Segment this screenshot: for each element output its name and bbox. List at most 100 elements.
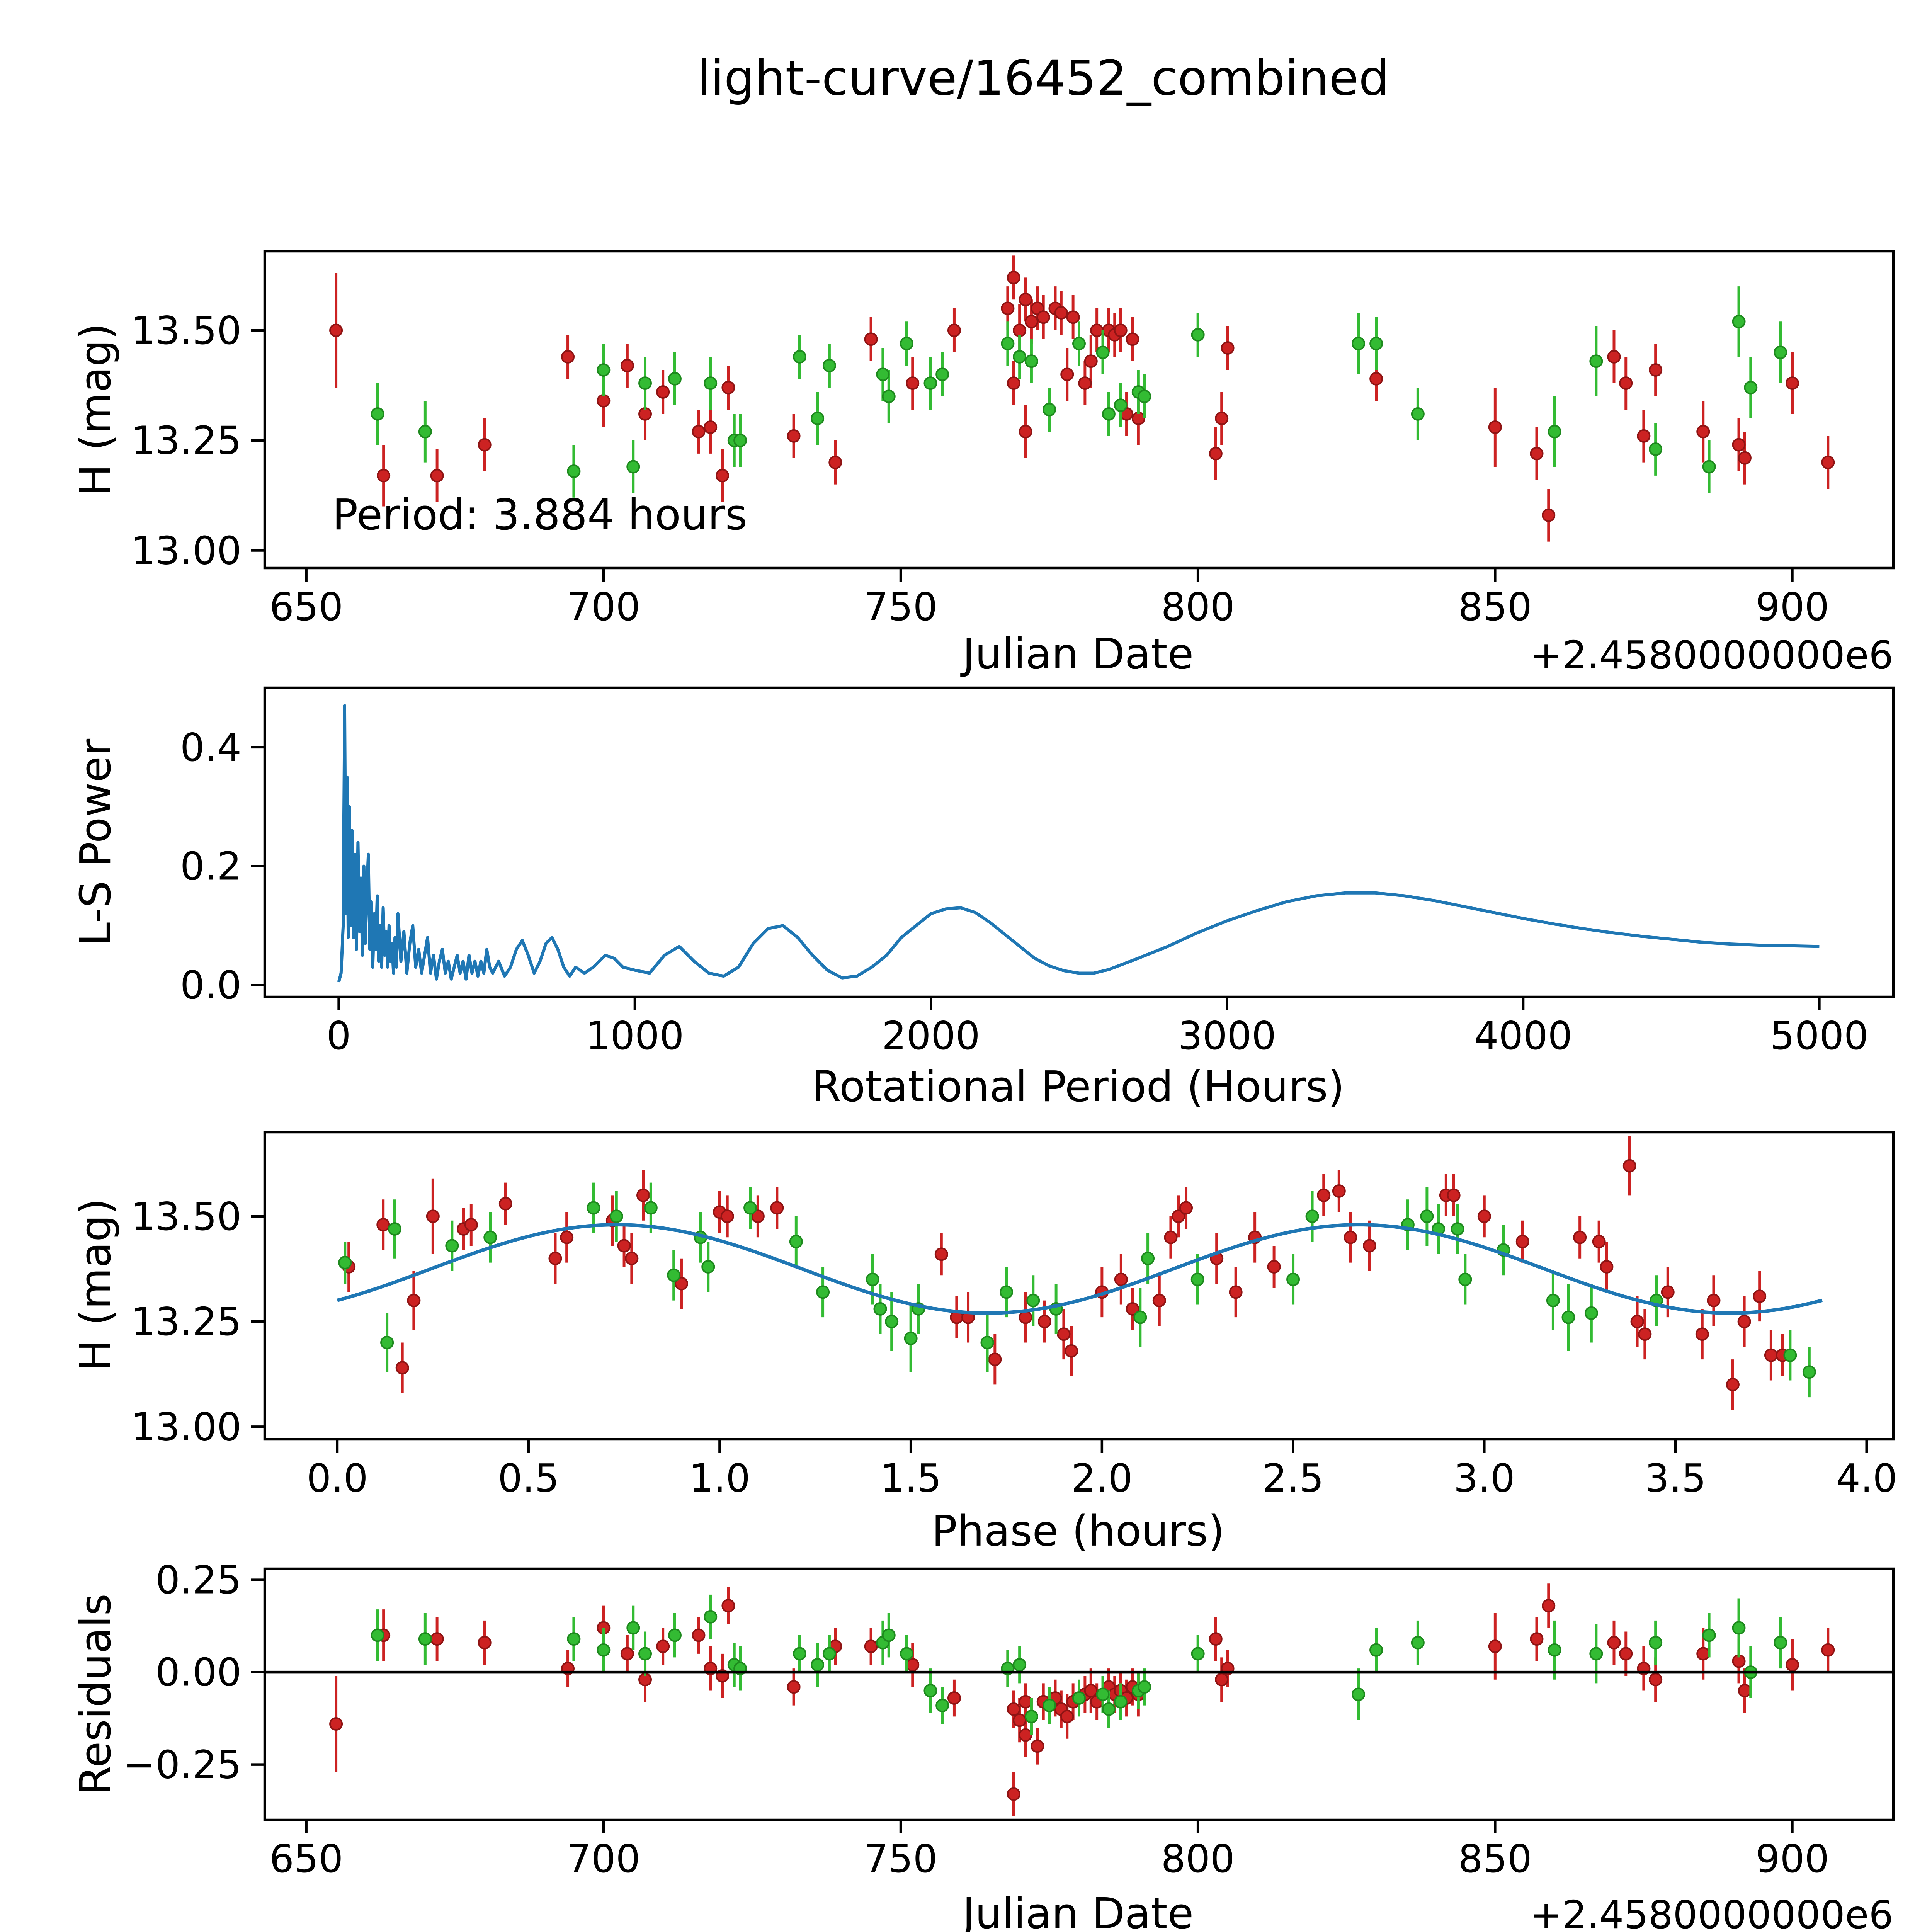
data-point <box>980 1336 994 1350</box>
data-point <box>1031 1739 1044 1753</box>
data-point <box>1072 337 1086 350</box>
x-tick-label: 750 <box>864 584 938 629</box>
data-point <box>1619 376 1633 390</box>
plot4-xlabel: Julian Date <box>960 1889 1194 1932</box>
data-point <box>1702 1628 1716 1642</box>
x-tick-label: 900 <box>1755 1836 1829 1881</box>
data-point <box>1362 1239 1376 1253</box>
data-point <box>1019 1695 1032 1709</box>
data-point <box>1695 1327 1709 1341</box>
data-point <box>1638 1327 1652 1341</box>
subplot-periodogram: 0 1000 2000 3000 4000 5000 0.0 0.2 0.4 <box>180 686 1895 1058</box>
data-point <box>1096 1687 1110 1701</box>
data-point <box>1057 1327 1071 1341</box>
data-point <box>418 425 432 439</box>
x-tick-label: 700 <box>566 1836 640 1881</box>
data-point <box>733 434 747 447</box>
data-point <box>1141 1252 1155 1265</box>
data-point <box>864 1639 878 1653</box>
data-point <box>1114 323 1128 337</box>
data-point <box>1164 1230 1178 1244</box>
data-point <box>1133 1310 1147 1324</box>
data-point <box>1221 341 1235 355</box>
data-point <box>1060 1709 1074 1723</box>
data-point <box>1126 332 1139 346</box>
data-point <box>1286 1272 1300 1286</box>
data-point <box>638 1647 652 1661</box>
data-point <box>1477 1209 1491 1223</box>
x-tick-label: 0 <box>327 1013 351 1058</box>
data-point <box>1592 1235 1606 1248</box>
data-point <box>1649 1673 1663 1687</box>
data-point <box>1546 1294 1560 1308</box>
x-tick-label: 650 <box>269 584 343 629</box>
y-tick-label: 0.2 <box>180 844 242 889</box>
data-point <box>923 376 937 390</box>
data-point <box>1066 310 1080 324</box>
data-point <box>811 1658 825 1672</box>
data-point <box>1007 1702 1020 1716</box>
data-point <box>1190 1272 1204 1286</box>
y-tick-label: −0.25 <box>123 1742 242 1787</box>
y-tick-label: 0.00 <box>155 1650 242 1695</box>
data-point <box>1019 1728 1032 1742</box>
data-point <box>1037 1315 1051 1328</box>
data-point <box>380 1336 394 1350</box>
series-green <box>371 286 1787 498</box>
y-tick-label: 0.4 <box>180 725 242 770</box>
data-point <box>1209 447 1223 461</box>
plot1-axis-offset: +2.4580000000e6 <box>1530 633 1893 678</box>
data-point <box>644 1201 658 1215</box>
data-point <box>1131 412 1145 425</box>
data-point <box>1072 1691 1086 1705</box>
y-tick-label: 13.50 <box>131 1194 242 1239</box>
data-point <box>1619 1647 1633 1661</box>
data-point <box>1573 1230 1587 1244</box>
subplots-container: 650 700 750 800 850 900 13.00 13.25 13.50 0 1000 20… <box>123 250 1897 1881</box>
data-point <box>1649 442 1663 456</box>
data-point <box>1542 1599 1556 1613</box>
data-point <box>1036 310 1050 324</box>
data-point <box>1451 1222 1464 1236</box>
x-tick-label: 650 <box>269 1836 343 1881</box>
data-point <box>625 1252 639 1265</box>
data-point <box>1607 350 1621 364</box>
data-point <box>1458 1272 1472 1286</box>
data-point <box>1013 350 1027 364</box>
period-annotation: Period: 3.884 hours <box>332 490 747 539</box>
data-point <box>498 1197 512 1211</box>
x-tick-label: 3.0 <box>1454 1456 1515 1501</box>
data-point <box>567 464 581 478</box>
x-tick-label: 5000 <box>1770 1013 1869 1058</box>
data-point <box>793 1647 806 1661</box>
data-point <box>1589 354 1603 368</box>
data-point <box>1649 1636 1663 1650</box>
data-point <box>885 1315 899 1328</box>
data-point <box>1774 345 1787 359</box>
data-point <box>793 350 806 364</box>
data-point <box>1515 1235 1529 1248</box>
data-point <box>1622 1159 1636 1173</box>
y-tick-label: 0.0 <box>180 963 242 1008</box>
data-point <box>1114 398 1128 412</box>
subplot-phase: 0.0 0.5 1.0 1.5 2.0 2.5 3.0 3.5 4.0 13.00 13.25 13.… <box>131 1131 1897 1501</box>
data-point <box>1785 1658 1799 1672</box>
plot1-xlabel: Julian Date <box>960 629 1194 679</box>
data-point <box>1102 407 1116 421</box>
data-point <box>1764 1348 1778 1362</box>
x-tick-label: 3000 <box>1178 1013 1276 1058</box>
data-point <box>1732 438 1746 452</box>
data-point <box>1000 1285 1014 1299</box>
data-point <box>1352 337 1366 350</box>
data-point <box>638 407 652 421</box>
data-point <box>882 1628 896 1642</box>
data-point <box>674 1277 688 1291</box>
data-point <box>656 1639 670 1653</box>
data-point <box>882 389 896 403</box>
data-point <box>988 1352 1002 1366</box>
data-point <box>668 1628 682 1642</box>
data-point <box>561 350 575 364</box>
data-point <box>1024 1709 1038 1723</box>
data-point <box>1637 429 1651 443</box>
